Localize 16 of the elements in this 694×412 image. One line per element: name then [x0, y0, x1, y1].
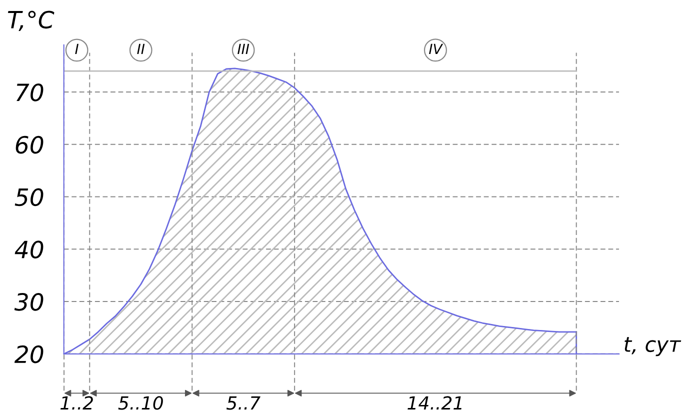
y-axis-title: T,°C [8, 10, 54, 31]
annotation: I [75, 44, 79, 54]
x-axis-title: t, сут [624, 337, 682, 356]
text: 5..7 [226, 396, 260, 410]
y-tick-label: 60 [16, 136, 44, 154]
annotation: II [137, 44, 145, 54]
y-tick-label: 70 [16, 83, 44, 102]
y-tick-label: 20 [14, 345, 44, 364]
y-tick-label: 50 [14, 188, 44, 206]
text: 1..2 [60, 396, 93, 410]
y-tick-label: 30 [14, 292, 44, 311]
annotation: III [238, 44, 250, 54]
y-tick-label: 40 [14, 240, 44, 258]
annotation: IV [429, 44, 444, 54]
text: 14..21 [408, 396, 462, 410]
text: 5..10 [118, 396, 163, 410]
